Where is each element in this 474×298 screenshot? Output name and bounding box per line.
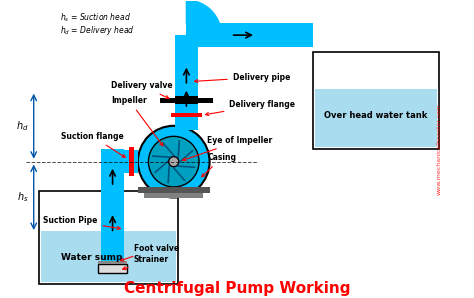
Text: Suction flange: Suction flange <box>61 132 125 157</box>
Text: $h_d$ = Delivery head: $h_d$ = Delivery head <box>60 24 135 37</box>
Bar <box>124 150 138 173</box>
Text: Delivery flange: Delivery flange <box>206 100 295 116</box>
Circle shape <box>148 136 199 187</box>
Text: $h_s$: $h_s$ <box>17 190 28 204</box>
Text: Centrifugal Pump Working: Centrifugal Pump Working <box>124 281 350 296</box>
Bar <box>144 193 203 198</box>
Text: Strainer: Strainer <box>123 255 169 270</box>
Bar <box>171 113 201 117</box>
Bar <box>315 89 438 147</box>
Text: Over head water tank: Over head water tank <box>325 111 428 119</box>
Text: Impeller: Impeller <box>111 96 163 146</box>
Text: Delivery valve: Delivery valve <box>111 81 173 98</box>
Text: $h_s$ = Suction head: $h_s$ = Suction head <box>60 11 131 24</box>
Bar <box>128 147 134 176</box>
Text: Eye of Impeller: Eye of Impeller <box>182 136 273 161</box>
Bar <box>138 187 210 193</box>
Text: Delivery pipe: Delivery pipe <box>195 73 290 83</box>
Bar <box>41 231 176 282</box>
Bar <box>98 264 128 274</box>
Bar <box>98 261 128 264</box>
Circle shape <box>169 156 179 167</box>
Bar <box>174 35 198 130</box>
Bar <box>198 97 213 103</box>
Text: Foot valve: Foot valve <box>120 243 179 261</box>
Bar <box>174 96 198 104</box>
Text: Suction Pipe: Suction Pipe <box>43 216 120 229</box>
Bar <box>160 97 174 103</box>
Text: Water sump: Water sump <box>61 254 122 263</box>
Text: $h_d$: $h_d$ <box>16 119 28 133</box>
Bar <box>313 52 439 149</box>
Text: Casing: Casing <box>202 153 237 177</box>
Polygon shape <box>186 0 221 35</box>
Text: www.mechanicalbooster.com: www.mechanicalbooster.com <box>437 103 442 195</box>
Bar <box>101 149 124 271</box>
Bar <box>39 191 178 284</box>
Circle shape <box>138 126 210 198</box>
Bar <box>186 23 313 47</box>
